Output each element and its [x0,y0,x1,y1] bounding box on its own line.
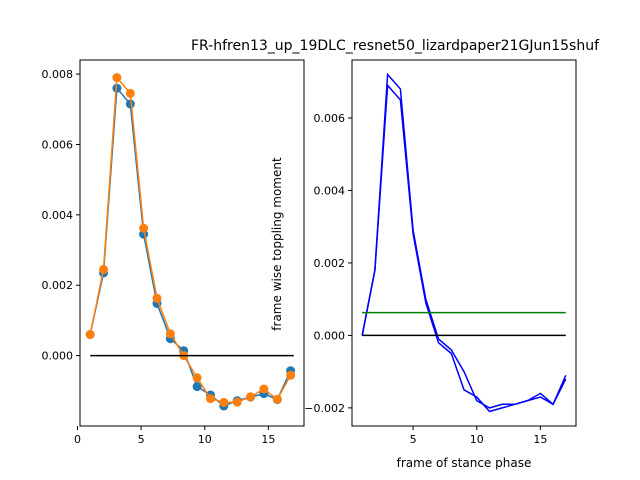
left-y-ticks: 0.000 0.002 0.004 0.006 0.008 [42,68,80,363]
left-axes-frame [79,59,305,427]
left-chart: 0 5 10 15 0.000 0.002 0.004 0.006 0.008 [42,59,305,446]
left-y-tick-label: 0.002 [42,279,74,292]
left-series-1-point [206,394,215,404]
left-series-0-line [89,86,292,407]
right-y-tick-label: −0.002 [304,402,345,415]
right-y-tick-label: 0.006 [314,112,346,125]
right-y-ticks: −0.002 0.000 0.002 0.004 0.006 [304,112,352,415]
left-series-1-point [112,73,122,83]
right-axes-frame [351,59,577,427]
x-axis-label: frame of stance phase [397,456,532,470]
left-series-1-point [286,370,296,380]
right-x-ticks: 5 10 15 [410,426,547,446]
left-x-ticks: 0 5 10 15 [74,426,275,446]
left-x-tick-label: 15 [261,433,275,446]
left-series-0-point [192,382,202,392]
left-series-1-point [152,293,162,303]
left-x-tick-label: 5 [138,433,145,446]
right-y-tick-label: 0.004 [314,184,346,197]
left-x-tick-label: 0 [74,433,81,446]
left-series-1-line [89,75,292,404]
right-series-0-line [361,72,567,409]
right-chart: 5 10 15 −0.002 0.000 0.002 0.004 0.006 FR-hfre… [191,38,600,470]
left-series-1-point [219,397,229,407]
left-series-1-point [165,329,175,339]
left-x-tick-label: 10 [198,433,212,446]
chart-title: FR-hfren13_up_19DLC_resnet50_lizardpaper… [191,38,600,54]
left-series-1-point [272,394,282,404]
right-x-tick-label: 15 [533,433,547,446]
left-series-1-point [139,223,149,233]
right-x-tick-label: 10 [470,433,484,446]
left-series-1-point [85,330,95,339]
left-series-0-point [125,99,135,109]
left-y-tick-label: 0.000 [42,350,74,363]
left-series-1-point [246,392,255,402]
right-x-tick-label: 5 [410,433,417,446]
left-series-1-point [232,397,242,407]
y-axis-label: frame wise toppling moment [270,157,284,331]
right-series-group [361,72,567,413]
left-y-tick-label: 0.006 [42,138,74,151]
left-series-1-point [99,264,108,274]
right-y-tick-label: 0.000 [314,329,346,342]
left-y-tick-label: 0.008 [42,68,74,81]
left-series-group [85,73,296,411]
left-series-1-point [125,88,135,98]
left-series-1-point [259,384,269,394]
right-series-1-line [361,83,567,413]
right-y-tick-label: 0.002 [314,257,346,270]
left-series-1-point [192,373,202,383]
left-y-tick-label: 0.004 [42,209,74,222]
